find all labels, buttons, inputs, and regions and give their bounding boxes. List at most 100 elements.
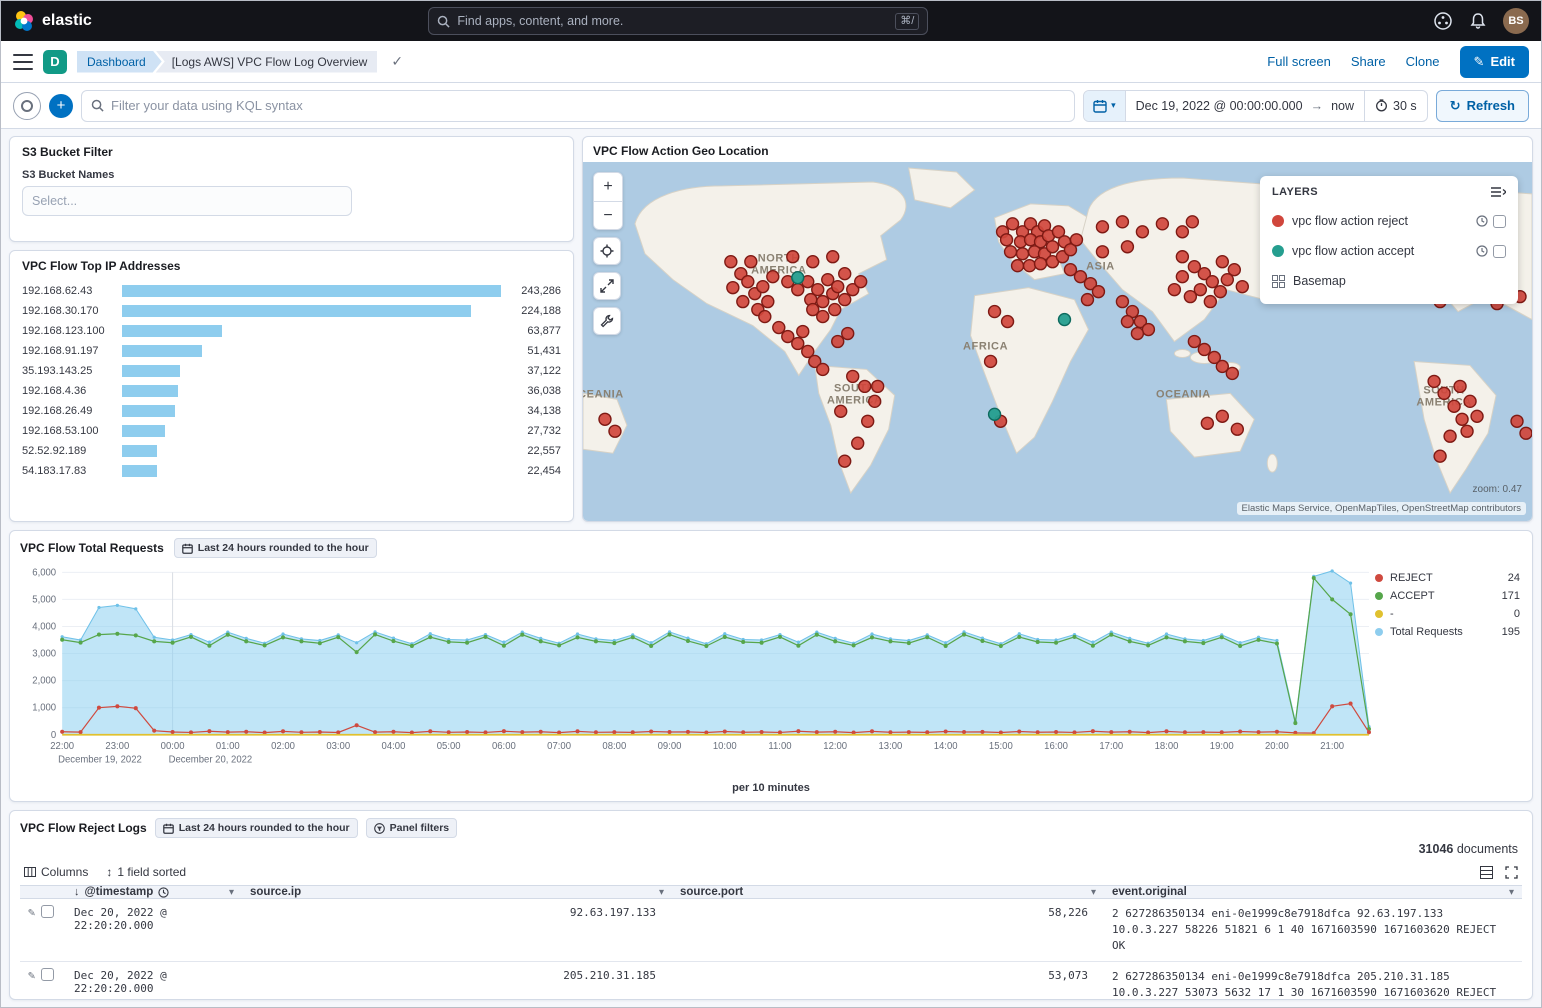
reject-geo-point[interactable] [1175,250,1190,264]
ip-bar-row[interactable]: 192.168.53.100 27,732 [22,421,561,441]
chevron-down-icon[interactable]: ▾ [1090,886,1096,898]
reject-geo-point[interactable] [838,454,852,468]
global-search[interactable]: ⌘/ [428,7,929,35]
reject-geo-point[interactable] [736,294,750,309]
reject-geo-point[interactable] [1443,429,1457,443]
map-tools-icon[interactable] [593,307,621,335]
ip-bar[interactable] [122,365,180,377]
ip-bar[interactable] [122,285,501,297]
expand-row-pencil-icon[interactable]: ✎ [28,905,36,919]
reject-geo-point[interactable] [1227,263,1242,277]
alerts-bell-icon[interactable] [1469,12,1487,30]
ip-bar-row[interactable]: 192.168.4.36 36,038 [22,381,561,401]
reject-geo-point[interactable] [861,414,875,428]
time-series-chart[interactable]: 0 1,000 2,000 3,000 4,000 5,000 6,000 22:00 23:0… [20,560,1375,781]
reject-geo-point[interactable] [766,269,780,284]
reject-geo-point[interactable] [1463,394,1477,409]
reject-geo-point[interactable] [1015,247,1030,261]
reject-geo-point[interactable] [1091,284,1106,299]
reject-geo-point[interactable] [1022,259,1037,273]
reject-geo-point[interactable] [1120,314,1135,329]
reject-geo-point[interactable] [791,282,805,297]
reject-geo-point[interactable] [1455,412,1469,426]
chevron-down-icon[interactable]: ▾ [228,886,234,898]
reject-geo-point[interactable] [1433,449,1447,463]
reject-geo-point[interactable] [858,379,872,394]
reject-geo-point[interactable] [1033,257,1048,271]
full-screen-link[interactable]: Full screen [1267,54,1331,69]
reject-geo-point[interactable] [826,250,840,264]
layer-checkbox[interactable] [1493,214,1506,228]
saved-query-icon[interactable] [13,91,41,120]
reject-geo-point[interactable] [1130,326,1145,341]
reject-geo-point[interactable] [1225,366,1240,381]
fit-to-data-icon[interactable] [593,272,621,300]
ip-bar-row[interactable]: 52.52.92.189 22,557 [22,441,561,461]
reject-geo-point[interactable] [1051,225,1066,239]
reject-geo-point[interactable] [1080,292,1095,307]
ip-bar-row[interactable]: 192.168.123.100 63,877 [22,321,561,341]
reject-geo-point[interactable] [1063,243,1078,257]
reject-geo-point[interactable] [834,404,848,418]
reject-geo-point[interactable] [1215,409,1230,423]
reject-geo-point[interactable] [1000,314,1015,329]
layer-item-accept[interactable]: vpc flow action accept [1272,236,1506,266]
ip-bar-row[interactable]: 54.183.17.83 22,454 [22,461,561,481]
reject-geo-point[interactable] [1185,215,1200,229]
reject-geo-point[interactable] [1215,359,1230,374]
reject-geo-point[interactable] [1155,217,1170,231]
reject-geo-point[interactable] [1213,284,1228,299]
reject-geo-point[interactable] [806,302,820,317]
layer-item-basemap[interactable]: Basemap [1272,266,1506,296]
reject-geo-point[interactable] [838,267,852,281]
columns-button[interactable]: Columns [24,865,88,879]
reject-geo-point[interactable] [1115,215,1130,229]
panel-filters-badge[interactable]: Panel filters [365,818,458,838]
date-picker-calendar-button[interactable]: ▾ [1084,90,1126,121]
add-filter-button[interactable]: + [49,93,73,118]
reject-geo-point[interactable] [983,354,998,369]
reject-geo-point[interactable] [831,334,845,349]
reject-geo-point[interactable] [1437,386,1451,401]
reject-geo-point[interactable] [801,344,815,359]
reject-geo-point[interactable] [598,412,612,426]
reject-geo-point[interactable] [1519,426,1532,440]
ip-bar[interactable] [122,385,179,397]
column-header-source-port[interactable]: source.port ▾ [680,886,1096,898]
elastic-brand[interactable]: elastic [13,10,243,32]
ip-bar-row[interactable]: 192.168.62.43 243,286 [22,281,561,301]
reject-geo-point[interactable] [756,279,770,294]
reject-geo-point[interactable] [1207,350,1222,365]
accept-geo-point[interactable] [791,270,805,285]
reject-geo-point[interactable] [796,324,810,339]
share-link[interactable]: Share [1350,54,1386,69]
reject-geo-point[interactable] [1205,274,1220,289]
column-header-source-ip[interactable]: source.ip ▾ [250,886,664,898]
zoom-in-button[interactable]: + [594,173,622,201]
reject-geo-point[interactable] [1197,267,1212,281]
reject-geo-point[interactable] [999,233,1014,247]
reject-geo-point[interactable] [1003,245,1018,259]
sort-fields-button[interactable]: ↕ 1 field sorted [106,865,187,879]
reject-geo-point[interactable] [608,424,622,438]
reject-geo-point[interactable] [821,272,835,287]
ip-bar[interactable] [122,425,166,437]
reject-geo-point[interactable] [1215,255,1230,269]
reject-geo-point[interactable] [726,280,740,295]
reject-geo-point[interactable] [791,336,805,351]
world-map[interactable]: NORTH AMERICA SOUTH AMERICA AFRICA ASIA OCEANI… [583,162,1532,521]
reject-geo-point[interactable] [724,255,738,269]
table-row[interactable]: ✎ Dec 20, 2022 @ 22:20:20.000 92.63.197.… [20,899,1522,962]
ip-bar[interactable] [122,445,158,457]
reject-geo-point[interactable] [1453,379,1467,394]
reject-geo-point[interactable] [758,309,772,324]
reject-geo-point[interactable] [831,279,845,294]
accept-geo-point[interactable] [987,407,1002,421]
ip-bar-row[interactable]: 192.168.30.170 224,188 [22,301,561,321]
reject-geo-point[interactable] [846,369,860,384]
reject-geo-point[interactable] [1203,294,1218,309]
breadcrumb-page-title[interactable]: [Logs AWS] VPC Flow Log Overview [155,50,378,73]
row-checkbox[interactable] [41,905,55,918]
reject-geo-point[interactable] [811,282,825,297]
legend-item-reject[interactable]: REJECT 24 [1375,572,1520,584]
